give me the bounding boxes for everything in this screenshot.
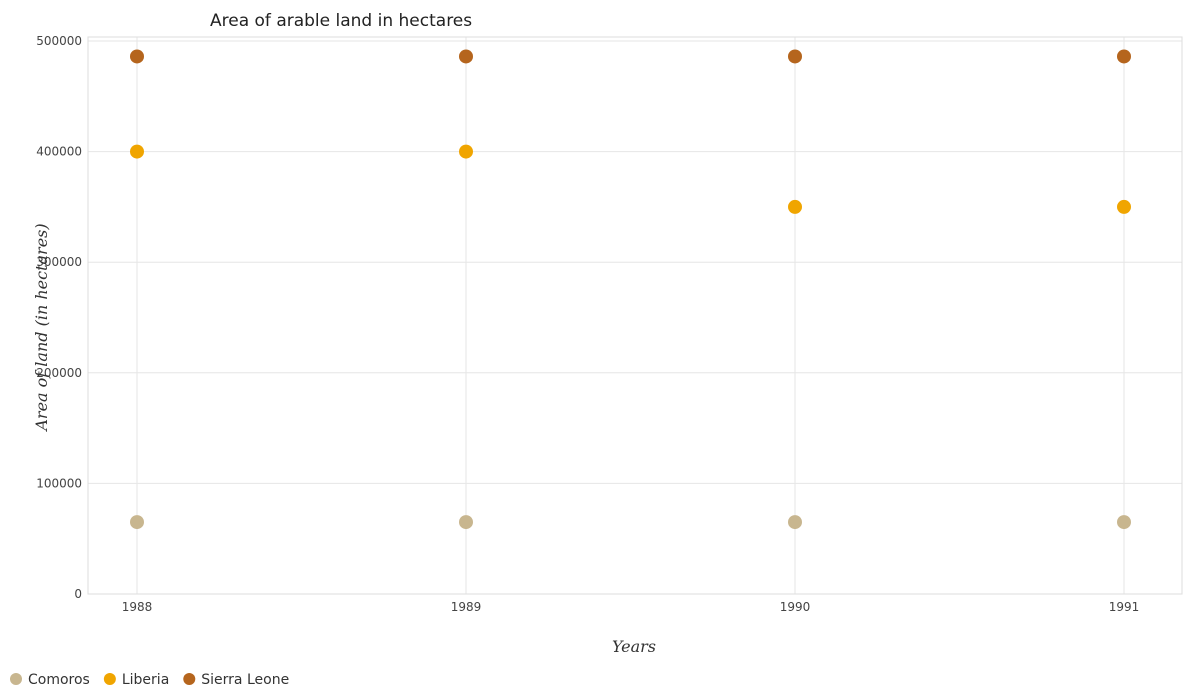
point-liberia xyxy=(788,199,802,214)
point-sierra-leone xyxy=(1117,49,1131,64)
point-comoros xyxy=(788,515,802,530)
legend-label: Liberia xyxy=(122,672,169,688)
legend-marker xyxy=(10,673,22,685)
point-comoros xyxy=(459,515,473,530)
chart-title: Area of arable land in hectares xyxy=(210,11,472,31)
y-tick-label: 200000 xyxy=(36,366,82,380)
x-axis-label: Years xyxy=(612,637,656,656)
y-tick-label: 0 xyxy=(74,587,82,601)
point-liberia xyxy=(1117,199,1131,214)
legend-marker xyxy=(183,673,196,685)
point-sierra-leone xyxy=(459,49,473,64)
y-tick-label: 400000 xyxy=(36,145,82,159)
y-tick-label: 300000 xyxy=(36,255,82,269)
y-tick-label: 100000 xyxy=(36,476,82,490)
x-tick-label: 1988 xyxy=(122,600,153,614)
point-sierra-leone xyxy=(130,49,144,64)
x-tick-label: 1991 xyxy=(1109,600,1140,614)
y-axis-ticks: 0 100000 200000 300000 400000 500000 xyxy=(36,34,82,601)
point-comoros xyxy=(1117,515,1131,530)
legend-marker xyxy=(103,673,116,685)
legend-label: Sierra Leone xyxy=(201,672,289,688)
x-tick-label: 1989 xyxy=(451,600,482,614)
point-liberia xyxy=(459,144,473,159)
legend: Comoros Liberia Sierra Leone xyxy=(10,672,289,688)
legend-label: Comoros xyxy=(28,672,90,688)
grid xyxy=(88,37,1182,595)
point-comoros xyxy=(130,515,144,530)
point-liberia xyxy=(130,144,144,159)
x-tick-label: 1990 xyxy=(780,600,811,614)
x-axis-ticks: 1988 1989 1990 1991 xyxy=(122,600,1140,614)
y-axis-label: Area of land (in hectares) xyxy=(32,223,51,432)
plot-area xyxy=(87,36,1183,595)
y-tick-label: 500000 xyxy=(36,34,82,48)
data-points xyxy=(130,49,1131,530)
point-sierra-leone xyxy=(788,49,802,64)
